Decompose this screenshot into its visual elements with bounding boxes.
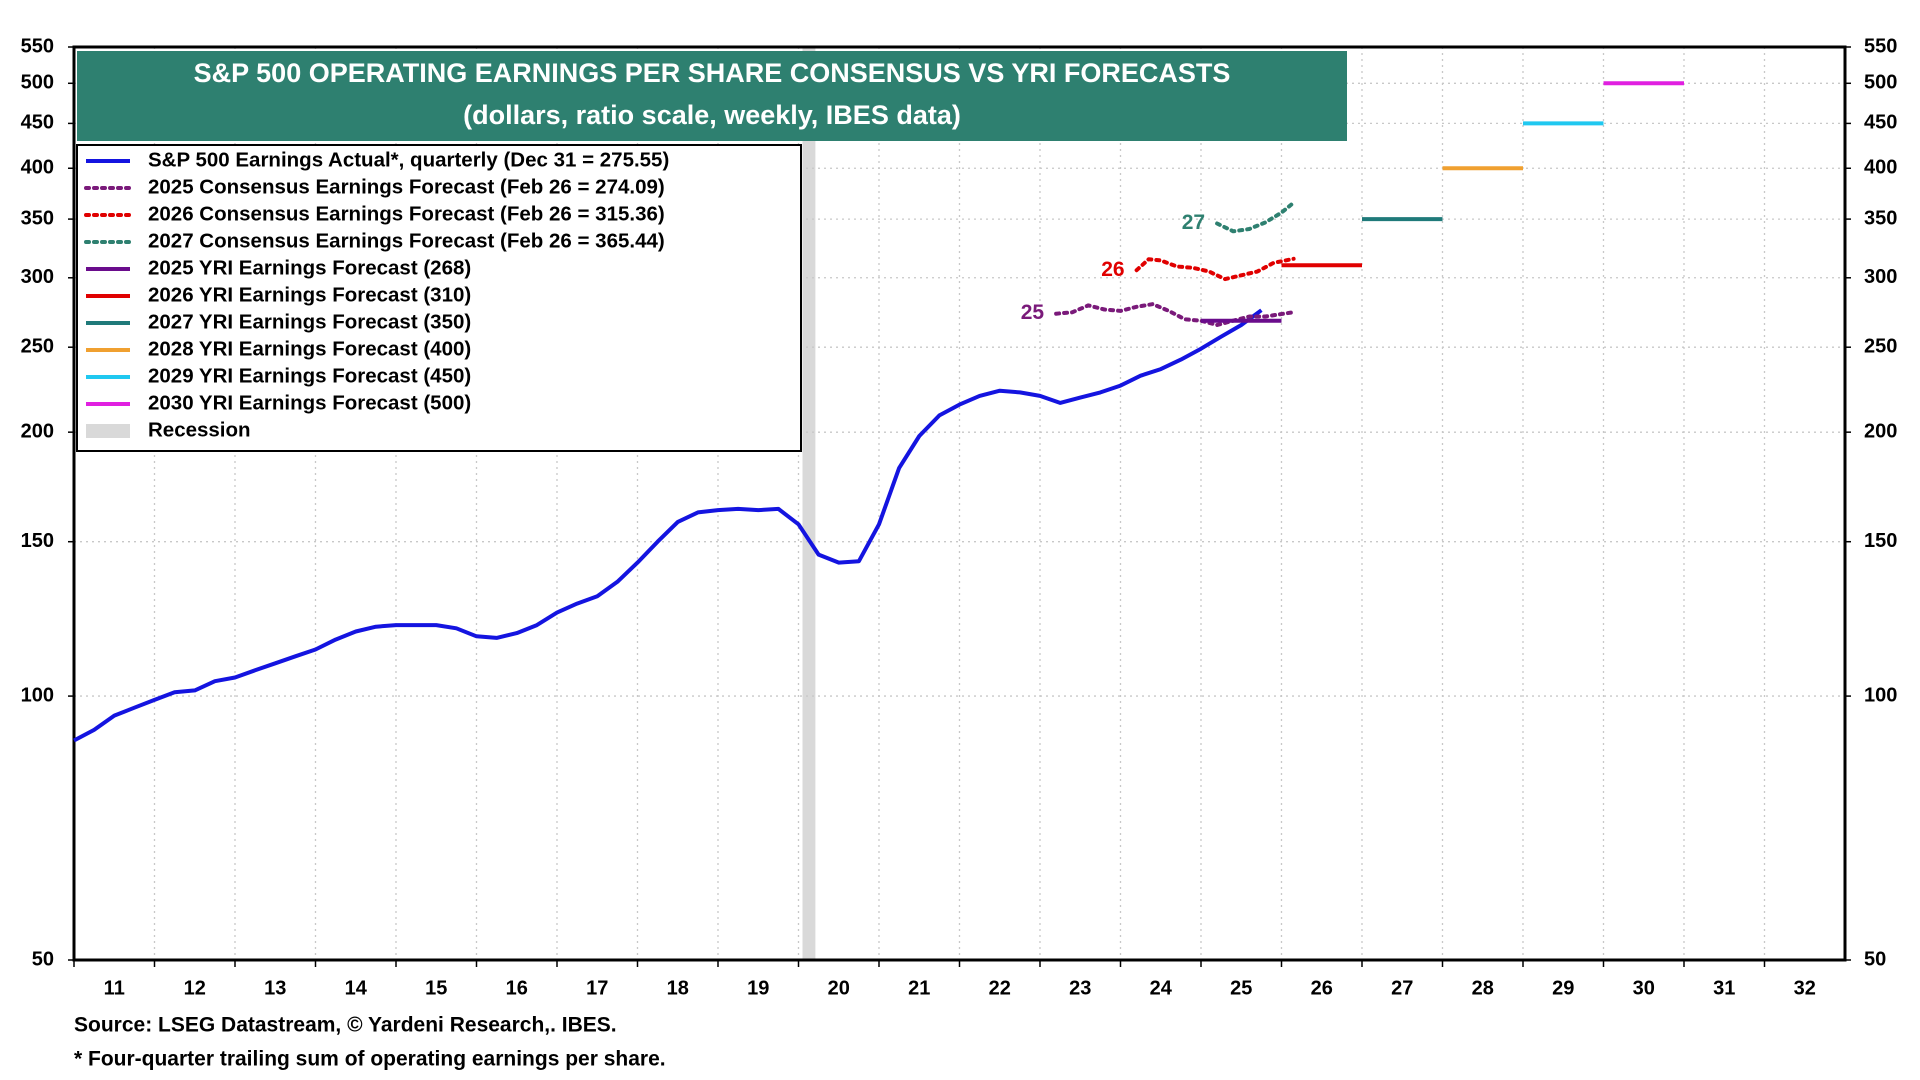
series-line (1134, 256, 1296, 282)
x-tick-label: 30 (1633, 977, 1655, 999)
x-tick-label: 23 (1069, 977, 1091, 999)
y-tick-label: 200 (21, 420, 54, 442)
x-tick-label: 31 (1713, 977, 1735, 999)
x-tick-label: 21 (908, 977, 930, 999)
y-tick-label-right: 100 (1864, 684, 1897, 706)
legend-label: S&P 500 Earnings Actual*, quarterly (Dec… (148, 148, 669, 171)
x-tick-label: 16 (506, 977, 528, 999)
series-line (1054, 302, 1296, 327)
y-tick-label: 100 (21, 684, 54, 706)
y-tick-label: 550 (21, 35, 54, 57)
y-tick-label-right: 200 (1864, 420, 1897, 442)
y-tick-label-right: 400 (1864, 157, 1897, 179)
y-tick-label-right: 350 (1864, 207, 1897, 229)
source-note: Source: LSEG Datastream, © Yardeni Resea… (74, 1014, 617, 1037)
legend-label: 2030 YRI Earnings Forecast (500) (148, 391, 471, 414)
x-tick-label: 14 (345, 977, 368, 999)
y-tick-label: 400 (21, 157, 54, 179)
y-tick-label: 450 (21, 112, 54, 134)
legend-box (76, 144, 802, 452)
series-label: 25 (1021, 301, 1045, 324)
x-tick-label: 26 (1311, 977, 1333, 999)
x-tick-label: 25 (1230, 977, 1252, 999)
legend-label: 2025 Consensus Earnings Forecast (Feb 26… (148, 175, 665, 198)
chart-subtitle: (dollars, ratio scale, weekly, IBES data… (463, 100, 961, 130)
y-tick-label-right: 550 (1864, 35, 1897, 57)
series-line (73, 308, 1263, 743)
y-tick-label: 350 (21, 207, 54, 229)
x-tick-label: 15 (425, 977, 447, 999)
x-tick-label: 22 (989, 977, 1011, 999)
x-tick-label: 20 (828, 977, 850, 999)
legend-label: Recession (148, 418, 251, 441)
y-tick-label-right: 450 (1864, 112, 1897, 134)
y-tick-label: 300 (21, 266, 54, 288)
y-tick-label-right: 50 (1864, 948, 1886, 970)
y-tick-label: 50 (32, 948, 54, 970)
legend-label: 2026 Consensus Earnings Forecast (Feb 26… (148, 202, 665, 225)
footnote: * Four-quarter trailing sum of operating… (74, 1048, 666, 1071)
legend-label: 2027 Consensus Earnings Forecast (Feb 26… (148, 229, 665, 252)
legend-label: 2029 YRI Earnings Forecast (450) (148, 364, 471, 387)
x-tick-label: 27 (1391, 977, 1413, 999)
legend-label: 2027 YRI Earnings Forecast (350) (148, 310, 471, 333)
legend-label: 2025 YRI Earnings Forecast (268) (148, 256, 471, 279)
x-tick-label: 24 (1150, 977, 1173, 999)
series-label: 26 (1101, 258, 1124, 281)
x-tick-label: 12 (184, 977, 206, 999)
x-tick-label: 29 (1552, 977, 1574, 999)
y-tick-label-right: 500 (1864, 72, 1897, 94)
y-tick-label: 500 (21, 72, 54, 94)
recession-band (802, 47, 816, 960)
x-tick-label: 28 (1472, 977, 1494, 999)
y-tick-label: 250 (21, 335, 54, 357)
series-line (1215, 200, 1296, 234)
y-tick-label-right: 300 (1864, 266, 1897, 288)
series-label: 27 (1182, 211, 1205, 234)
x-tick-label: 19 (747, 977, 769, 999)
x-tick-label: 17 (586, 977, 608, 999)
title-box (77, 51, 1347, 141)
x-tick-label: 11 (104, 977, 125, 999)
legend-label: 2026 YRI Earnings Forecast (310) (148, 283, 471, 306)
x-tick-label: 13 (264, 977, 286, 999)
chart-title: S&P 500 OPERATING EARNINGS PER SHARE CON… (194, 58, 1231, 88)
y-tick-label-right: 250 (1864, 335, 1897, 357)
y-tick-label-right: 150 (1864, 530, 1897, 552)
legend-label: 2028 YRI Earnings Forecast (400) (148, 337, 471, 360)
x-tick-label: 18 (667, 977, 689, 999)
y-tick-label: 150 (21, 530, 54, 552)
x-tick-label: 32 (1794, 977, 1816, 999)
